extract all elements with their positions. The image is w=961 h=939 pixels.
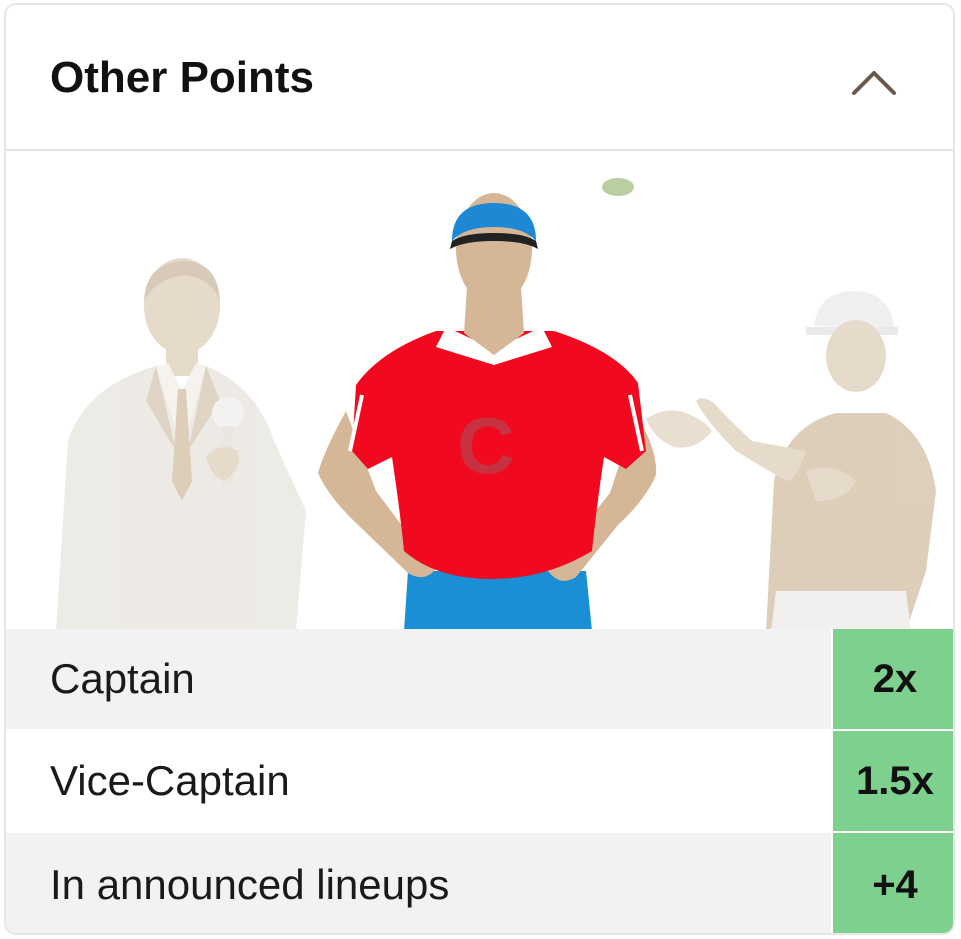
chevron-up-icon xyxy=(852,71,896,95)
row-label: Captain xyxy=(50,655,195,702)
commentator-figure xyxy=(56,258,306,631)
row-label: Vice-Captain xyxy=(50,757,290,804)
captain-figure: C xyxy=(318,193,657,631)
table-row: Vice-Captain 1.5x xyxy=(6,731,953,833)
points-table: Captain 2x Vice-Captain 1.5x In announce… xyxy=(6,629,953,933)
captain-illustration: C xyxy=(6,151,953,631)
row-value: 1.5x xyxy=(831,731,953,831)
row-value: 2x xyxy=(831,629,953,729)
row-label: In announced lineups xyxy=(50,861,450,908)
jersey-letter: C xyxy=(457,401,515,490)
row-value: +4 xyxy=(831,833,953,933)
player-figure xyxy=(646,291,936,631)
card-title: Other Points xyxy=(50,53,315,102)
collapse-toggle[interactable] xyxy=(844,57,904,101)
coin-icon xyxy=(602,178,634,196)
other-points-card: Other Points xyxy=(4,3,955,935)
card-header[interactable]: Other Points xyxy=(6,5,953,151)
table-row: In announced lineups +4 xyxy=(6,833,953,933)
table-row: Captain 2x xyxy=(6,629,953,731)
